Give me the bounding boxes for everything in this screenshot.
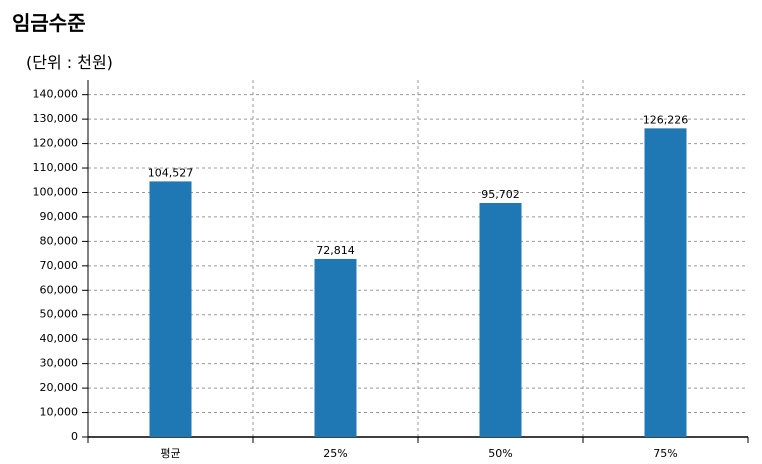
x-tick-label: 25% (323, 447, 347, 460)
x-tick-label: 50% (488, 447, 512, 460)
y-tick-label: 140,000 (33, 88, 79, 101)
bar (314, 258, 357, 437)
y-tick-label: 120,000 (33, 137, 79, 150)
x-tick-label: 75% (653, 447, 677, 460)
y-tick-label: 100,000 (33, 185, 79, 198)
y-tick-label: 10,000 (40, 406, 79, 419)
y-tick-label: 90,000 (40, 210, 79, 223)
bar (479, 202, 522, 437)
y-tick-label: 0 (71, 430, 78, 443)
chart-subtitle: (단위 : 천원) (26, 53, 113, 72)
bar (644, 128, 687, 437)
bar (149, 181, 192, 437)
y-tick-label: 110,000 (33, 161, 79, 174)
data-label: 95,702 (481, 188, 520, 201)
y-tick-label: 80,000 (40, 234, 79, 247)
y-tick-label: 40,000 (40, 332, 79, 345)
y-tick-label: 50,000 (40, 308, 79, 321)
y-tick-label: 130,000 (33, 112, 79, 125)
chart-title: 임금수준 (12, 11, 86, 35)
x-tick-label: 평균 (160, 447, 180, 460)
y-tick-label: 60,000 (40, 283, 79, 296)
data-label: 72,814 (316, 244, 355, 257)
y-tick-label: 20,000 (40, 381, 79, 394)
y-tick-label: 70,000 (40, 259, 79, 272)
data-label: 104,527 (148, 166, 194, 179)
y-tick-label: 30,000 (40, 357, 79, 370)
data-label: 126,226 (643, 113, 689, 126)
